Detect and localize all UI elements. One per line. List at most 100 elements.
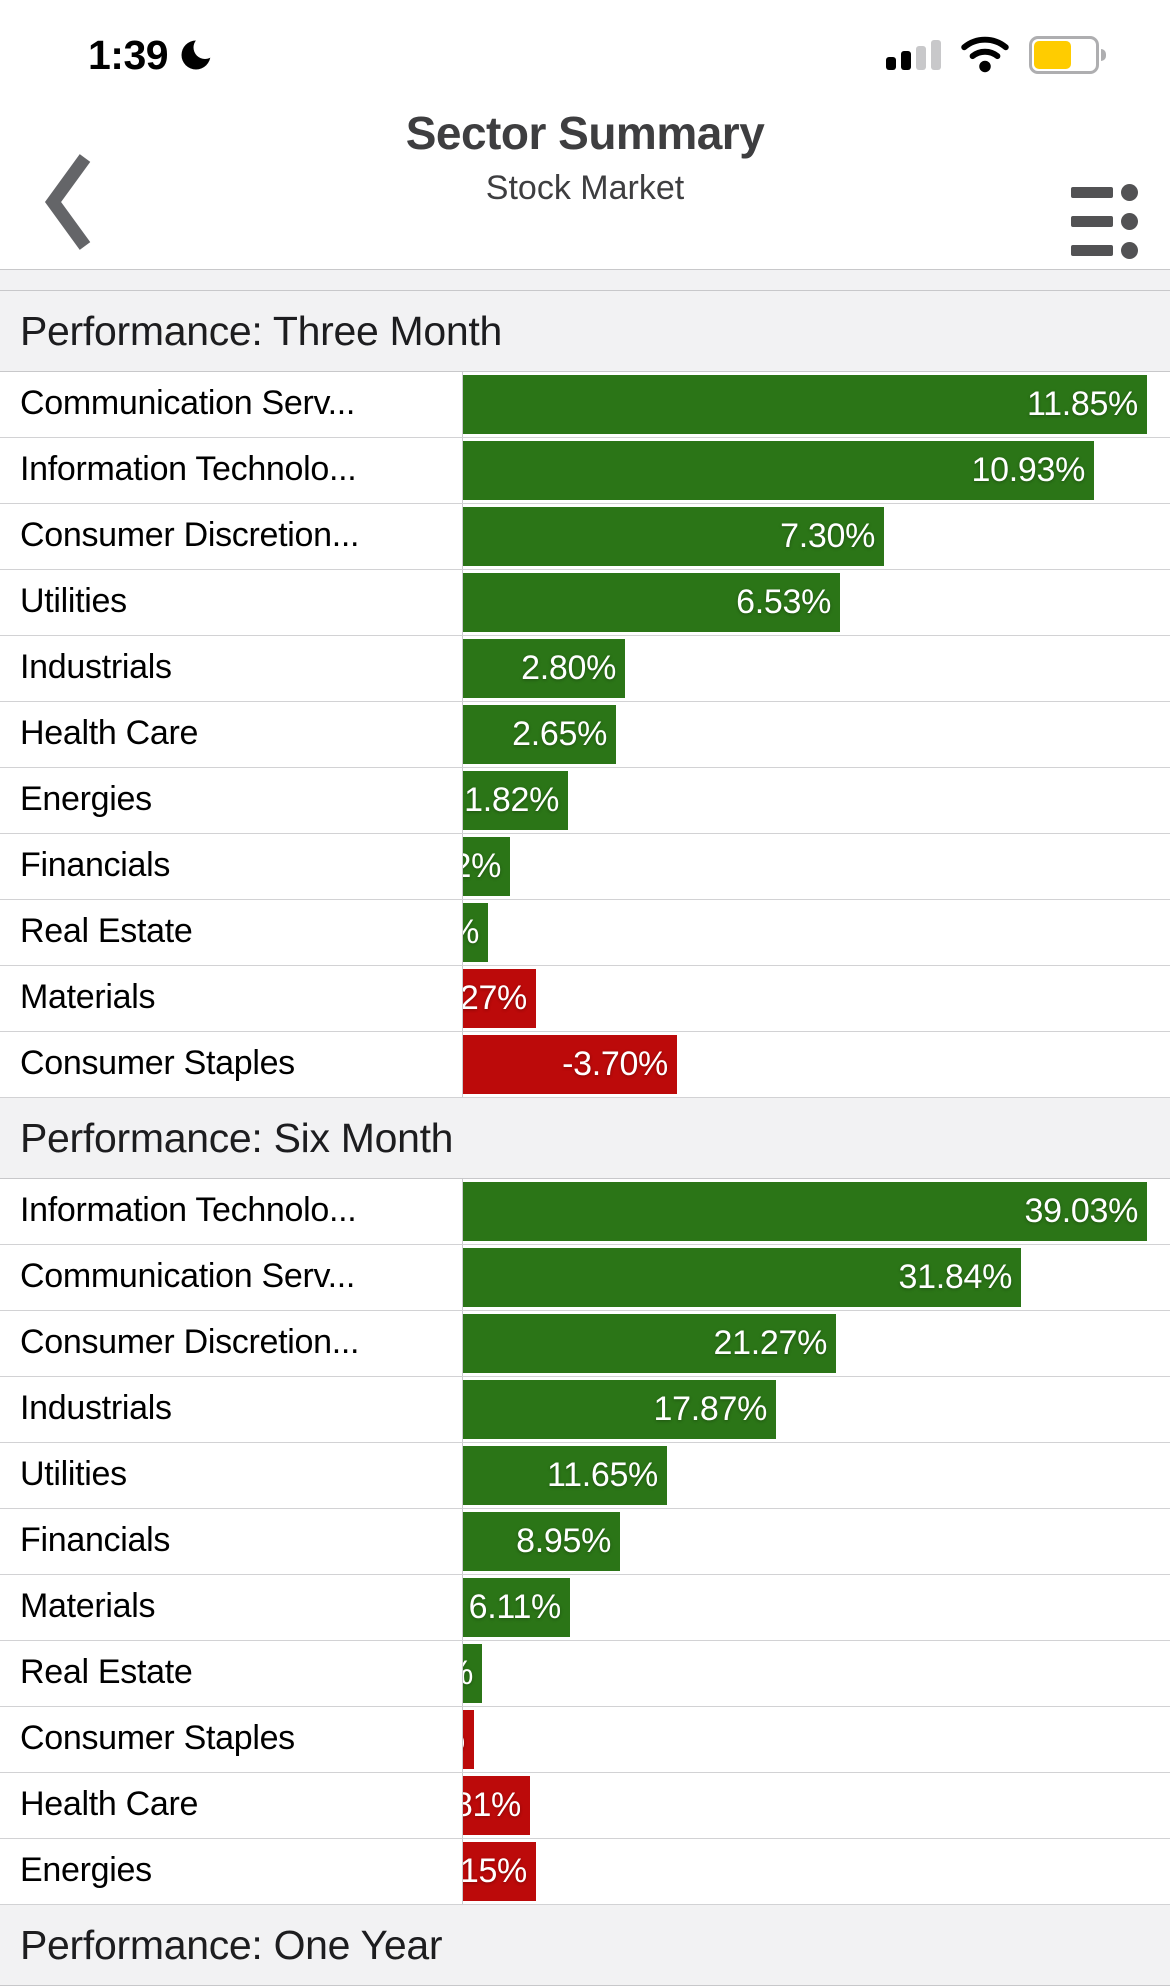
sector-label: Utilities [20, 1455, 127, 1493]
sector-row[interactable]: Consumer Staples -0.60% [0, 1707, 1170, 1773]
bar-value-label: 11.85% [1027, 385, 1138, 423]
sector-label: Consumer Staples [20, 1044, 295, 1082]
status-bar: 1:39 [0, 0, 1170, 100]
bar-area: -3.70% [462, 1032, 1170, 1097]
sector-label: Real Estate [20, 1653, 193, 1691]
do-not-disturb-moon-icon [178, 34, 218, 79]
sector-row[interactable]: Financials 0.82% [0, 834, 1170, 900]
sector-row[interactable]: Communication Serv... 11.85% [0, 372, 1170, 438]
sector-row[interactable]: Real Estate 1.08% [0, 1641, 1170, 1707]
bar-area: 6.53% [462, 570, 1170, 635]
bar-area: 21.27% [462, 1311, 1170, 1376]
bar-value-label: 2.65% [512, 715, 607, 753]
sector-row[interactable]: Materials -1.27% [0, 966, 1170, 1032]
sector-row[interactable]: Utilities 6.53% [0, 570, 1170, 636]
bar-value-label: 11.65% [547, 1456, 658, 1494]
page-subtitle: Stock Market [485, 169, 685, 207]
bar-area: 0.43% [462, 900, 1170, 965]
positive-performance-bar: 2.80% [463, 639, 625, 698]
sector-label: Communication Serv... [20, 384, 356, 422]
negative-performance-bar: -4.15% [463, 1842, 536, 1901]
positive-performance-bar: 21.27% [463, 1314, 836, 1373]
bar-value-label: 7.30% [780, 517, 875, 555]
sector-row[interactable]: Real Estate 0.43% [0, 900, 1170, 966]
sector-row[interactable]: Utilities 11.65% [0, 1443, 1170, 1509]
sector-row[interactable]: Health Care 2.65% [0, 702, 1170, 768]
menu-button[interactable] [1071, 184, 1138, 259]
negative-performance-bar: -3.81% [463, 1776, 530, 1835]
bar-value-label: 1.08% [463, 1644, 473, 1702]
bar-value-label: 10.93% [971, 451, 1085, 489]
positive-performance-bar: 1.08% [463, 1644, 482, 1703]
bar-area: 2.80% [462, 636, 1170, 701]
clock-time: 1:39 [88, 31, 169, 78]
bar-area: 0.82% [462, 834, 1170, 899]
sector-label: Health Care [20, 1785, 199, 1823]
bar-area: 8.95% [462, 1509, 1170, 1574]
sector-row[interactable]: Energies -4.15% [0, 1839, 1170, 1905]
positive-performance-bar: 31.84% [463, 1248, 1021, 1307]
bar-value-label: 17.87% [653, 1390, 767, 1428]
bar-value-label: 0.82% [463, 847, 501, 885]
bar-area: 39.03% [462, 1179, 1170, 1244]
back-button[interactable] [34, 148, 104, 258]
sector-label: Energies [20, 780, 152, 818]
positive-performance-bar: 0.43% [463, 903, 488, 962]
bar-area: -4.15% [462, 1839, 1170, 1904]
negative-performance-bar: -3.70% [463, 1035, 677, 1094]
bar-area: -3.81% [462, 1773, 1170, 1838]
bar-area: 10.93% [462, 438, 1170, 503]
performance-sections: Performance: Three Month Communication Se… [0, 291, 1170, 1986]
sector-row[interactable]: Industrials 2.80% [0, 636, 1170, 702]
sector-label: Communication Serv... [20, 1257, 356, 1295]
bar-area: 6.11% [462, 1575, 1170, 1640]
positive-performance-bar: 1.82% [463, 771, 568, 830]
battery-level-fill [1034, 41, 1072, 69]
sector-label: Financials [20, 1521, 171, 1559]
positive-performance-bar: 2.65% [463, 705, 616, 764]
sector-row[interactable]: Financials 8.95% [0, 1509, 1170, 1575]
sector-row[interactable]: Consumer Discretion... 7.30% [0, 504, 1170, 570]
sector-row[interactable]: Consumer Discretion... 21.27% [0, 1311, 1170, 1377]
positive-performance-bar: 39.03% [463, 1182, 1147, 1241]
bar-value-label: 0.43% [463, 903, 479, 961]
sector-row[interactable]: Information Technolo... 39.03% [0, 1179, 1170, 1245]
positive-performance-bar: 0.82% [463, 837, 510, 896]
sector-label: Information Technolo... [20, 1191, 357, 1229]
sector-label: Utilities [20, 582, 127, 620]
positive-performance-bar: 6.11% [463, 1578, 570, 1637]
section-header: Performance: One Year [0, 1905, 1170, 1986]
nav-header: Sector Summary Stock Market [0, 100, 1170, 270]
sector-label: Information Technolo... [20, 450, 357, 488]
bar-area: 1.82% [462, 768, 1170, 833]
bar-area: 2.65% [462, 702, 1170, 767]
positive-performance-bar: 7.30% [463, 507, 884, 566]
bar-value-label: -3.81% [463, 1786, 521, 1824]
bar-value-label: 21.27% [713, 1324, 827, 1362]
sector-row[interactable]: Materials 6.11% [0, 1575, 1170, 1641]
sector-row[interactable]: Industrials 17.87% [0, 1377, 1170, 1443]
bar-value-label: 2.80% [521, 649, 616, 687]
wifi-icon [958, 32, 1012, 79]
bar-area: 11.65% [462, 1443, 1170, 1508]
sector-row[interactable]: Health Care -3.81% [0, 1773, 1170, 1839]
sector-label: Health Care [20, 714, 199, 752]
bar-value-label: -3.70% [562, 1045, 668, 1083]
sector-row[interactable]: Energies 1.82% [0, 768, 1170, 834]
sector-row[interactable]: Information Technolo... 10.93% [0, 438, 1170, 504]
sector-label: Materials [20, 1587, 156, 1625]
list-menu-icon [1071, 184, 1138, 259]
bar-area: 7.30% [462, 504, 1170, 569]
sector-label: Consumer Discretion... [20, 1323, 360, 1361]
bar-value-label: 6.11% [468, 1588, 562, 1626]
section-header: Performance: Six Month [0, 1098, 1170, 1179]
sector-row[interactable]: Communication Serv... 31.84% [0, 1245, 1170, 1311]
sector-label: Industrials [20, 1389, 172, 1427]
positive-performance-bar: 11.85% [463, 375, 1147, 434]
bar-value-label: -1.27% [463, 979, 527, 1017]
sector-row[interactable]: Consumer Staples -3.70% [0, 1032, 1170, 1098]
bar-value-label: 39.03% [1024, 1192, 1138, 1230]
bar-value-label: 8.95% [516, 1522, 611, 1560]
negative-performance-bar: -1.27% [463, 969, 536, 1028]
